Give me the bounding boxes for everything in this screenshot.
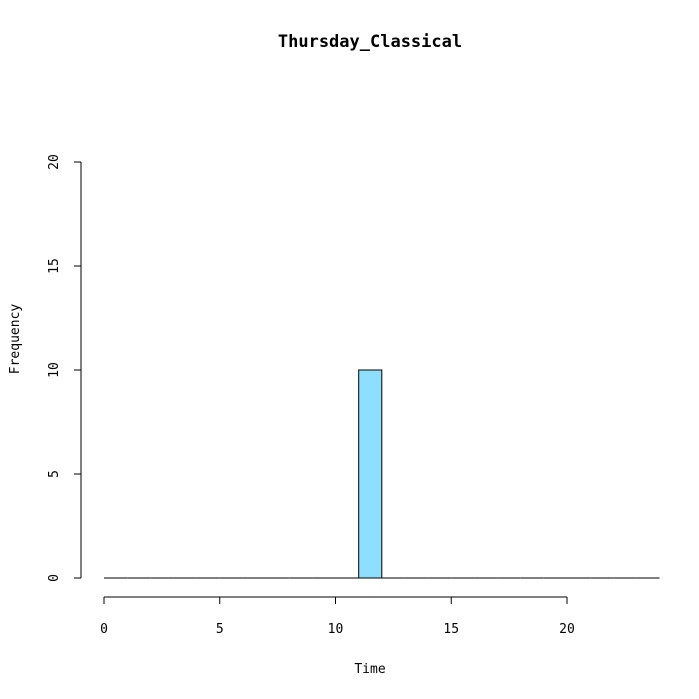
x-axis: 0 5 10 15 20	[100, 596, 575, 637]
bars-group	[104, 369, 660, 579]
x-tick-label: 15	[443, 622, 459, 637]
y-tick-label: 10	[47, 362, 62, 378]
y-tick-label: 15	[47, 258, 62, 274]
x-tick-label: 0	[100, 622, 108, 637]
x-tick-label: 5	[216, 622, 224, 637]
y-axis: 0 5 10 15 20	[47, 154, 82, 582]
histogram-bar	[358, 369, 383, 579]
x-tick-label: 10	[328, 622, 344, 637]
x-tick-label: 20	[559, 622, 575, 637]
y-tick-label: 5	[47, 470, 62, 478]
y-tick-label: 20	[47, 154, 62, 170]
x-axis-label: Time	[354, 662, 385, 677]
y-tick-label: 0	[47, 574, 62, 582]
y-axis-label: Frequency	[8, 304, 23, 375]
chart-title: Thursday_Classical	[278, 32, 462, 52]
